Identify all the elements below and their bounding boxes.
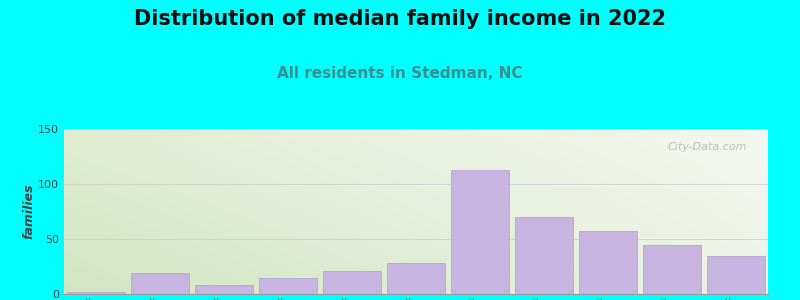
Bar	[194, 285, 254, 294]
Y-axis label: families: families	[22, 184, 35, 239]
Bar	[130, 273, 190, 294]
Bar	[514, 217, 574, 294]
Bar	[706, 256, 766, 294]
Bar	[578, 231, 638, 294]
Bar	[450, 170, 510, 294]
Text: Distribution of median family income in 2022: Distribution of median family income in …	[134, 9, 666, 29]
Bar	[66, 292, 126, 294]
Bar	[322, 271, 382, 294]
Bar	[386, 263, 446, 294]
Text: City-Data.com: City-Data.com	[667, 142, 747, 152]
Text: All residents in Stedman, NC: All residents in Stedman, NC	[278, 66, 522, 81]
Bar	[642, 244, 702, 294]
Bar	[258, 278, 318, 294]
